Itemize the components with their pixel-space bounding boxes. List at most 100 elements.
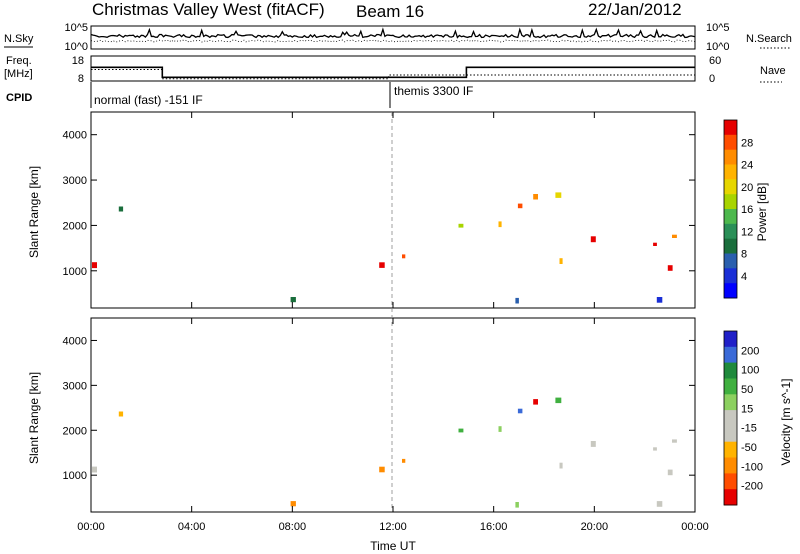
y-tick-label: 3000 bbox=[63, 175, 87, 187]
velocity-cell bbox=[118, 411, 124, 417]
colorbar-tick-label: 28 bbox=[741, 137, 753, 149]
y-tick-label: 4000 bbox=[63, 335, 87, 347]
colorbar-swatch bbox=[724, 194, 737, 210]
colorbar-swatch bbox=[724, 378, 737, 395]
colorbar-swatch bbox=[724, 223, 737, 239]
y-tick-label: 1000 bbox=[63, 470, 87, 482]
colorbar-frame bbox=[723, 119, 738, 299]
velocity-panel-frame bbox=[90, 317, 696, 513]
freq-tick-top: 18 bbox=[72, 55, 84, 67]
y-tick-label: 1000 bbox=[63, 266, 87, 278]
power-cell bbox=[656, 297, 663, 303]
colorbar-swatch bbox=[724, 253, 737, 269]
colorbar-swatch bbox=[724, 331, 737, 348]
colorbar-swatch bbox=[724, 394, 737, 411]
power-cell bbox=[555, 192, 562, 198]
colorbar-swatch bbox=[724, 425, 737, 443]
power-cell bbox=[517, 203, 523, 209]
power-cell bbox=[290, 297, 296, 303]
velocity-cell bbox=[672, 439, 677, 443]
colorbar-tick-label: 24 bbox=[741, 160, 753, 172]
colorbar-swatch bbox=[724, 238, 737, 254]
colorbar-tick-label: 4 bbox=[741, 271, 747, 283]
time-xaxis: 00:00 04:00 08:00 12:00 16:00 20:00 00:00 bbox=[77, 112, 709, 533]
power-colorbar: 28 24 20 16 12 8 4 bbox=[723, 119, 753, 299]
power-cell bbox=[92, 262, 97, 269]
power-cell bbox=[118, 206, 124, 212]
freq-label-line2: [MHz] bbox=[4, 68, 33, 80]
power-cell bbox=[515, 297, 519, 304]
colorbar-swatch bbox=[724, 473, 737, 490]
colorbar-tick-label: 12 bbox=[741, 226, 753, 238]
velocity-cell bbox=[656, 501, 663, 507]
cpid-segment-1: normal (fast) -151 IF bbox=[94, 93, 203, 107]
colorbar-tick-label: 8 bbox=[741, 249, 747, 261]
x-tick-label: 16:00 bbox=[480, 521, 508, 533]
colorbar-swatch bbox=[724, 441, 737, 458]
nave-series bbox=[91, 69, 695, 80]
nsearch-tick-top: 10^5 bbox=[706, 22, 730, 34]
nsky-tick-top: 10^5 bbox=[64, 22, 88, 34]
velocity-colorbar-label: Velocity [m s^-1] bbox=[779, 379, 793, 466]
velocity-cell bbox=[92, 466, 97, 473]
colorbar-swatch bbox=[724, 164, 737, 180]
power-cell bbox=[533, 194, 538, 200]
x-tick-label: 08:00 bbox=[279, 521, 307, 533]
power-cell bbox=[590, 236, 596, 243]
station-title: Christmas Valley West (fitACF) bbox=[92, 0, 325, 19]
freq-tick-bottom: 8 bbox=[78, 73, 84, 85]
time-xlabel: Time UT bbox=[370, 539, 416, 553]
power-cell bbox=[653, 242, 657, 246]
velocity-cell bbox=[498, 426, 502, 432]
freq-label-line1: Freq. bbox=[6, 55, 32, 67]
velocity-cell bbox=[555, 397, 562, 404]
nsearch-tick-bottom: 10^0 bbox=[706, 41, 730, 53]
x-tick-label: 00:00 bbox=[77, 521, 105, 533]
nsky-label: N.Sky bbox=[4, 33, 34, 45]
power-ylabel: Slant Range [km] bbox=[27, 166, 41, 258]
colorbar-swatch bbox=[724, 410, 737, 427]
colorbar-swatch bbox=[724, 457, 737, 474]
freq-panel bbox=[90, 55, 696, 82]
velocity-yaxis: 1000 2000 3000 4000 bbox=[63, 335, 695, 482]
velocity-cell bbox=[290, 501, 296, 507]
x-tick-label: 00:00 bbox=[681, 521, 709, 533]
colorbar-swatch bbox=[724, 134, 737, 150]
power-cell bbox=[498, 221, 502, 228]
power-cell bbox=[672, 234, 677, 238]
velocity-cell bbox=[559, 462, 563, 469]
colorbar-tick-label: -15 bbox=[741, 423, 757, 435]
y-tick-label: 3000 bbox=[63, 380, 87, 392]
power-colorbar-label: Power [dB] bbox=[755, 183, 769, 242]
x-tick-label: 04:00 bbox=[178, 521, 206, 533]
velocity-cell bbox=[402, 458, 406, 463]
nsearch-label: N.Search bbox=[746, 33, 792, 45]
colorbar-swatch bbox=[724, 149, 737, 165]
colorbar-tick-label: 20 bbox=[741, 182, 753, 194]
colorbar-tick-label: 50 bbox=[741, 384, 753, 396]
beam-title: Beam 16 bbox=[356, 2, 424, 21]
velocity-colorbar: 200 100 50 15 -15 -50 -100 -200 bbox=[723, 330, 763, 506]
colorbar-tick-label: 200 bbox=[741, 345, 759, 357]
colorbar-tick-label: 100 bbox=[741, 365, 759, 377]
colorbar-tick-label: 15 bbox=[741, 403, 753, 415]
velocity-cell bbox=[533, 399, 538, 405]
nsky-panel bbox=[90, 25, 696, 50]
y-tick-label: 2000 bbox=[63, 425, 87, 437]
velocity-cell bbox=[653, 447, 657, 451]
colorbar-tick-label: 16 bbox=[741, 204, 753, 216]
colorbar-tick-label: -50 bbox=[741, 442, 757, 454]
colorbar-frame bbox=[723, 330, 738, 506]
velocity-cell bbox=[517, 408, 523, 414]
power-cell bbox=[379, 262, 385, 268]
nsearch-series bbox=[90, 39, 696, 43]
velocity-cell bbox=[667, 469, 673, 476]
colorbar-swatch bbox=[724, 346, 737, 363]
velocity-cell bbox=[590, 441, 596, 447]
date-title: 22/Jan/2012 bbox=[588, 0, 682, 19]
x-tick-label: 20:00 bbox=[581, 521, 609, 533]
velocity-cell bbox=[458, 428, 464, 433]
power-cell bbox=[458, 223, 464, 228]
colorbar-swatch bbox=[724, 268, 737, 284]
